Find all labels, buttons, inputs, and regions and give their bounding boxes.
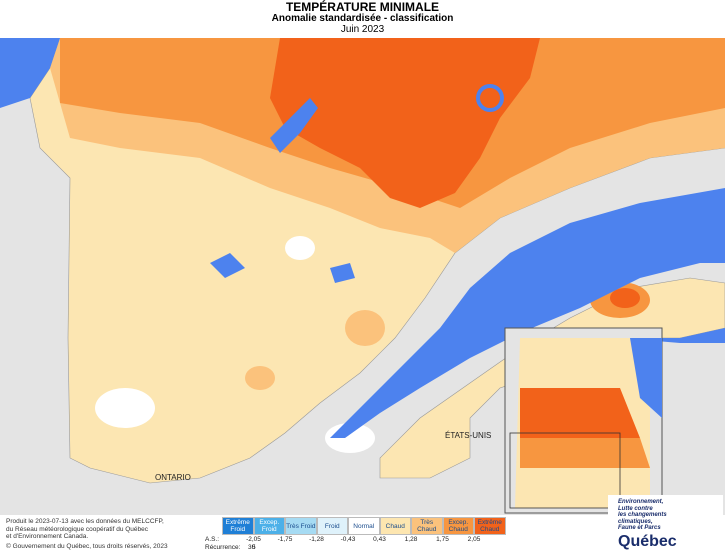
hot-spot	[610, 288, 640, 308]
date: Juin 2023	[340, 24, 385, 35]
legend-class: Froid	[316, 517, 348, 535]
threshold: -1,75	[277, 536, 293, 543]
credit: Produit le 2023-07-13 avec les données d…	[6, 518, 216, 541]
inset-water	[630, 338, 662, 418]
map: ÉTATS-UNIS ONTARIO	[0, 38, 725, 515]
legend-class: Très Froid	[285, 517, 317, 535]
credit-line: et d'Environnement Canada.	[6, 533, 89, 540]
ministry-line: Lutte contre	[618, 505, 653, 512]
copyright: © Gouvernement du Québec, tous droits ré…	[6, 543, 168, 550]
normal-spot	[285, 236, 315, 260]
inset-hot	[520, 388, 640, 438]
st-lawrence	[330, 188, 725, 438]
ministry-line: climatiques,	[618, 518, 653, 525]
ministry: Environnement, Lutte contre les changement…	[618, 499, 698, 532]
manicouagan	[476, 84, 504, 112]
legend-class: Extrême Froid	[222, 517, 254, 535]
recurrence: 30	[248, 544, 256, 551]
threshold: -0,43	[340, 536, 356, 543]
lake-st-jean	[330, 263, 355, 283]
credit-line: du Réseau météorologique coopératif du Q…	[6, 525, 149, 533]
logo-name: Québec	[618, 533, 677, 550]
legend-class: Chaud	[379, 517, 411, 535]
threshold: -2,05	[246, 536, 261, 543]
threshold: 1,28	[404, 536, 418, 543]
map-label: ONTARIO	[155, 473, 191, 482]
threshold: -1,28	[309, 536, 324, 543]
threshold-label: A.S.:	[205, 536, 220, 543]
recurrence: 5	[252, 544, 256, 551]
ministry-line: les changements	[618, 512, 667, 518]
extreme-warm-zone	[270, 38, 540, 208]
threshold: 1,75	[436, 536, 449, 543]
credit-line: Produit le 2023-07-13 avec les données d…	[6, 518, 164, 525]
warm-spot	[245, 366, 275, 390]
map-label: ÉTATS-UNIS	[445, 431, 491, 440]
recurrence-label: Récurrence:	[205, 544, 241, 551]
reservoir	[270, 98, 318, 153]
title: TEMPÉRATURE MINIMALE	[285, 0, 440, 14]
subtitle: Anomalie standardisée - classification	[271, 13, 454, 24]
ministry-line: Faune et Parcs	[618, 525, 661, 531]
threshold: 0,43	[373, 536, 386, 543]
threshold: 2,05	[467, 536, 481, 543]
header: TEMPÉRATURE MINIMALE Anomalie standardis…	[0, 0, 725, 35]
inset-frame	[509, 432, 621, 509]
legend-class: Extrême Chaud	[474, 517, 506, 535]
warm-spot	[345, 310, 385, 346]
james-bay	[0, 38, 60, 108]
lake	[210, 253, 245, 278]
legend-class: Excep. Chaud	[442, 517, 474, 535]
legend-class: Normal	[348, 517, 380, 535]
gulf	[560, 328, 725, 368]
legend-class: Excep. Froid	[253, 517, 285, 535]
logo: Environnement, Lutte contre les changement…	[608, 495, 723, 552]
normal-spot	[95, 388, 155, 428]
ministry-line: Environnement,	[618, 499, 664, 505]
legend-class: Très Chaud	[411, 517, 443, 535]
inset-warm	[520, 438, 650, 468]
